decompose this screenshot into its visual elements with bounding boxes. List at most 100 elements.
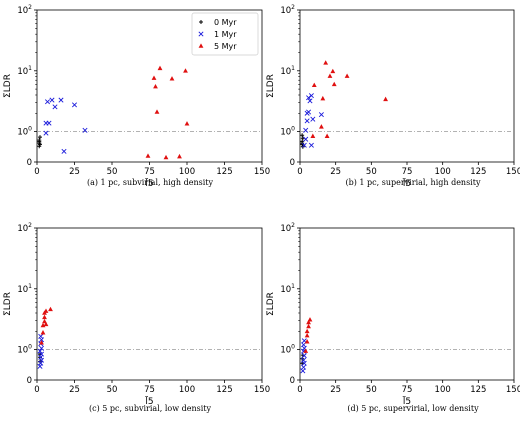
point-1myr: [38, 345, 45, 351]
point-5myr: [324, 133, 330, 138]
point-5myr: [320, 95, 326, 101]
y-tick-label: 0: [290, 158, 295, 168]
point-5myr: [151, 75, 157, 80]
point-0myr: [38, 135, 42, 140]
legend-marker-5myr: [198, 43, 204, 48]
point-5myr: [304, 332, 310, 338]
point-5myr: [327, 73, 333, 78]
point-1myr: [301, 353, 307, 359]
panel-1: 0 25 50 75 100 125 150 0 100 101 102 l̃5 ΣLDR (a) 1 p…: [3, 4, 270, 189]
point-5myr: [169, 76, 175, 81]
point-5myr: [184, 121, 190, 126]
y-axis-label: ΣLDR: [266, 292, 276, 316]
y-axis-label: ΣLDR: [266, 74, 276, 98]
point-1myr: [71, 102, 78, 108]
point-5myr: [42, 314, 47, 320]
point-5myr: [153, 83, 158, 89]
point-1myr: [308, 93, 314, 99]
x-tick-label: 50: [107, 385, 118, 395]
x-tick-label: 100: [435, 167, 451, 177]
x-axis-label: l̃5: [402, 395, 411, 407]
y-tick-label: 100: [17, 126, 32, 138]
point-5myr: [43, 308, 49, 313]
x-tick-label: 150: [254, 167, 270, 177]
x-tick-label: 100: [179, 385, 195, 395]
point-5myr: [331, 81, 337, 87]
point-0myr: [300, 133, 305, 138]
point-5myr: [307, 317, 313, 322]
x-tick-label: 25: [69, 385, 80, 395]
x-tick-label: 150: [254, 385, 270, 395]
panel-caption: (a) 1 pc, subvirial, high density: [87, 178, 214, 187]
point-1myr: [304, 118, 310, 124]
y-tick-label: 101: [17, 65, 32, 77]
y-axis-label: ΣLDR: [3, 292, 13, 316]
point-1myr: [301, 364, 307, 370]
point-5myr: [163, 154, 169, 160]
point-5myr: [330, 68, 336, 74]
point-1myr: [43, 130, 49, 136]
point-1myr: [37, 348, 43, 354]
y-tick-label: 0: [290, 376, 295, 386]
x-tick-label: 50: [366, 385, 377, 395]
y-tick-label: 102: [280, 222, 295, 234]
point-5myr: [177, 153, 182, 159]
point-1myr: [38, 357, 45, 363]
point-1myr: [46, 120, 52, 126]
plot-frame: [299, 227, 515, 381]
panel-caption: (d) 5 pc, supervirial, low density: [347, 404, 479, 413]
x-tick-label: 75: [144, 385, 155, 395]
point-1myr: [303, 127, 309, 133]
point-1myr: [306, 95, 312, 101]
x-tick-label: 125: [216, 385, 232, 395]
point-0myr: [37, 139, 42, 144]
point-1myr: [301, 142, 307, 148]
point-5myr: [323, 60, 329, 65]
point-5myr: [344, 73, 350, 78]
point-5myr: [310, 133, 316, 138]
point-1myr: [61, 148, 67, 154]
x-tick-label: 25: [330, 385, 341, 395]
point-1myr: [318, 112, 324, 118]
y-tick-label: 101: [17, 283, 32, 295]
x-tick-label: 150: [506, 167, 520, 177]
point-5myr: [383, 96, 388, 102]
y-tick-label: 100: [280, 126, 295, 138]
point-1myr: [58, 97, 64, 103]
x-tick-label: 50: [366, 167, 377, 177]
point-1myr: [49, 97, 55, 103]
point-5myr: [304, 328, 310, 334]
point-1myr: [38, 354, 44, 360]
x-tick-label: 125: [216, 167, 232, 177]
panel-caption: (c) 5 pc, subvirial, low density: [89, 404, 211, 413]
point-5myr: [304, 339, 310, 344]
y-tick-label: 101: [280, 65, 295, 77]
point-5myr: [42, 318, 47, 324]
x-axis-label: l̃5: [145, 177, 154, 189]
y-tick-label: 100: [280, 344, 295, 356]
point-1myr: [38, 351, 45, 357]
point-5myr: [43, 321, 49, 327]
point-1myr: [38, 360, 44, 366]
point-5myr: [306, 323, 311, 329]
point-1myr: [308, 142, 314, 148]
x-axis-label: l̃5: [402, 177, 411, 189]
x-tick-label: 0: [297, 167, 302, 177]
point-1myr: [301, 357, 307, 363]
panel-caption: (b) 1 pc, supervirial, high density: [346, 178, 481, 187]
y-axis-label: ΣLDR: [3, 74, 13, 98]
legend-label: 5 Myr: [214, 42, 237, 51]
panel-4: 0 25 50 75 100 125 150 0 100 101 102 l̃5 ΣLDR (d) 5 p…: [266, 222, 520, 413]
point-1myr: [37, 363, 43, 369]
y-tick-label: 100: [17, 344, 32, 356]
point-5myr: [48, 306, 53, 312]
point-5myr: [157, 65, 163, 71]
point-1myr: [82, 127, 88, 133]
y-tick-label: 0: [27, 158, 32, 168]
point-5myr: [40, 330, 46, 335]
x-tick-label: 0: [34, 167, 39, 177]
point-1myr: [307, 98, 313, 104]
x-tick-label: 75: [402, 385, 413, 395]
x-tick-label: 75: [144, 167, 155, 177]
